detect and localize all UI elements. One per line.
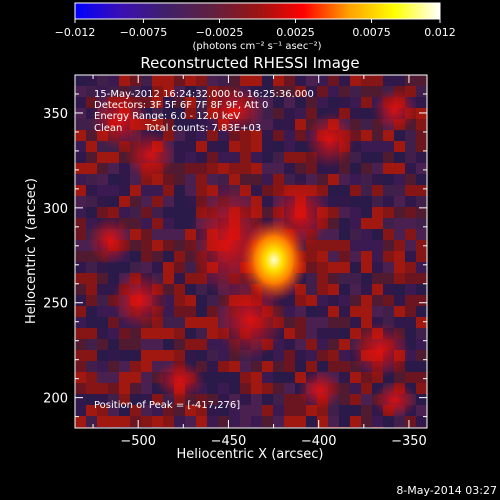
x-tick-label: −500 — [120, 434, 156, 449]
y-tick-label: 300 — [43, 202, 68, 217]
y-axis-label: Heliocentric Y (arcsec) — [24, 178, 39, 324]
colorbar-units: (photons cm⁻² s⁻¹ asec⁻²) — [192, 41, 321, 52]
x-tick-label: −400 — [301, 434, 337, 449]
colorbar-tick-label: 0.012 — [424, 26, 456, 39]
colorbar-ticks — [74, 19, 441, 23]
heatmap — [75, 75, 427, 428]
info-time-range: 15-May-2012 16:24:32.000 to 16:25:36.000 — [94, 89, 314, 100]
info-detectors: Detectors: 3F 5F 6F 7F 8F 9F, Att 0 — [94, 100, 268, 111]
peak-position-label: Position of Peak = [-417,276] — [94, 400, 240, 411]
colorbar-tick-label: −0.012 — [55, 26, 96, 39]
colorbar-tick-label: −0.0025 — [196, 26, 244, 39]
info-total-counts: Total counts: 7.83E+03 — [144, 123, 261, 134]
colorbar — [75, 3, 440, 19]
chart-title: Reconstructed RHESSI Image — [140, 54, 359, 72]
x-axis-label: Heliocentric X (arcsec) — [177, 447, 324, 462]
y-tick-labels: 200 250 300 350 — [43, 107, 68, 407]
info-energy-range: Energy Range: 6.0 - 12.0 keV — [94, 111, 240, 122]
x-tick-label: −350 — [391, 434, 427, 449]
y-tick-label: 250 — [43, 297, 68, 312]
colorbar-tick-label: 0.0075 — [352, 26, 391, 39]
y-tick-label: 350 — [43, 107, 68, 122]
x-tick-label: −450 — [211, 434, 247, 449]
info-annotations: 15-May-2012 16:24:32.000 to 16:25:36.000… — [94, 89, 314, 411]
y-tick-label: 200 — [43, 392, 68, 407]
peak-source — [240, 218, 308, 302]
info-algorithm: Clean — [94, 123, 122, 134]
x-tick-labels: −500 −450 −400 −350 — [120, 434, 426, 449]
colorbar-tick-label: 0.0025 — [276, 26, 315, 39]
axis-ticks — [75, 75, 427, 428]
plot-frame — [74, 74, 428, 429]
footer-date: 8-May-2014 03:27 — [396, 484, 497, 497]
colorbar-tick-label: −0.0075 — [120, 26, 168, 39]
colorbar-tick-labels: −0.012 −0.0075 −0.0025 0.0025 0.0075 0.012 — [55, 26, 456, 39]
